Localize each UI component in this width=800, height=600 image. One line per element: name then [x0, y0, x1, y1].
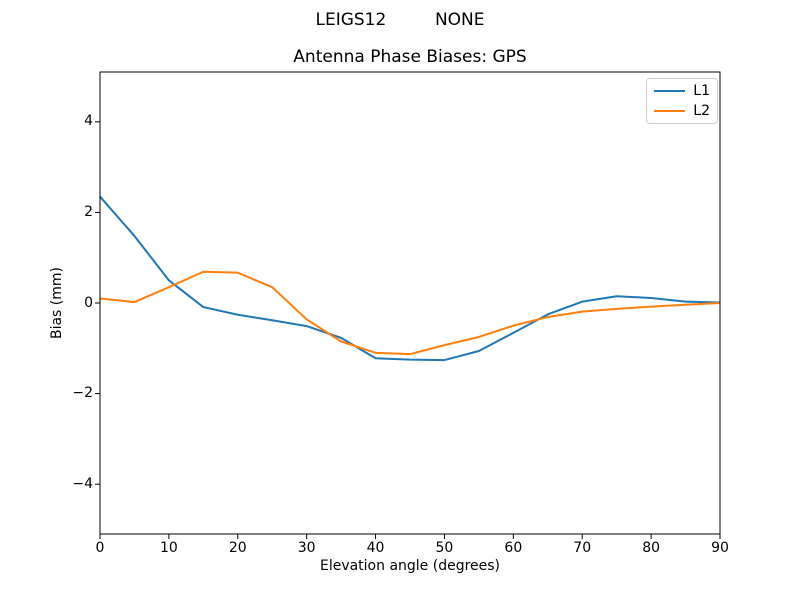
legend: L1 L2 — [646, 78, 718, 124]
series-line-l1 — [99, 195, 721, 362]
chart-title: Antenna Phase Biases: GPS — [293, 47, 527, 67]
x-tick-label: 40 — [366, 540, 385, 556]
y-axis-label: Bias (mm) — [49, 266, 65, 340]
x-tick-label: 90 — [711, 540, 729, 556]
l2-line-swatch — [654, 109, 686, 112]
series-line-l2 — [99, 270, 721, 356]
x-tick-label: 70 — [573, 540, 592, 556]
x-tick-label: 0 — [95, 540, 105, 556]
legend-label-l2: L2 — [693, 102, 710, 119]
x-tick-label: 20 — [228, 540, 247, 556]
legend-item-l2: L2 — [654, 104, 710, 118]
x-tick-label: 30 — [297, 540, 316, 556]
l1-line-swatch — [654, 90, 686, 93]
y-tick-label: −2 — [72, 385, 93, 402]
y-tick-label: −4 — [72, 475, 93, 492]
x-tick-label: 80 — [642, 540, 661, 556]
x-tick-label: 60 — [504, 540, 523, 556]
legend-item-l1: L1 — [654, 84, 710, 98]
y-tick-label: 2 — [84, 203, 93, 220]
axes-frame — [99, 71, 721, 535]
y-tick-label: 4 — [84, 113, 93, 130]
x-tick-label: 50 — [435, 540, 454, 556]
x-axis-label: Elevation angle (degrees) — [319, 558, 501, 574]
suptitle: LEIGS12 NONE — [315, 10, 485, 30]
x-tick-label: 10 — [159, 540, 178, 556]
y-tick-label: 0 — [84, 294, 93, 311]
legend-label-l1: L1 — [693, 83, 710, 100]
